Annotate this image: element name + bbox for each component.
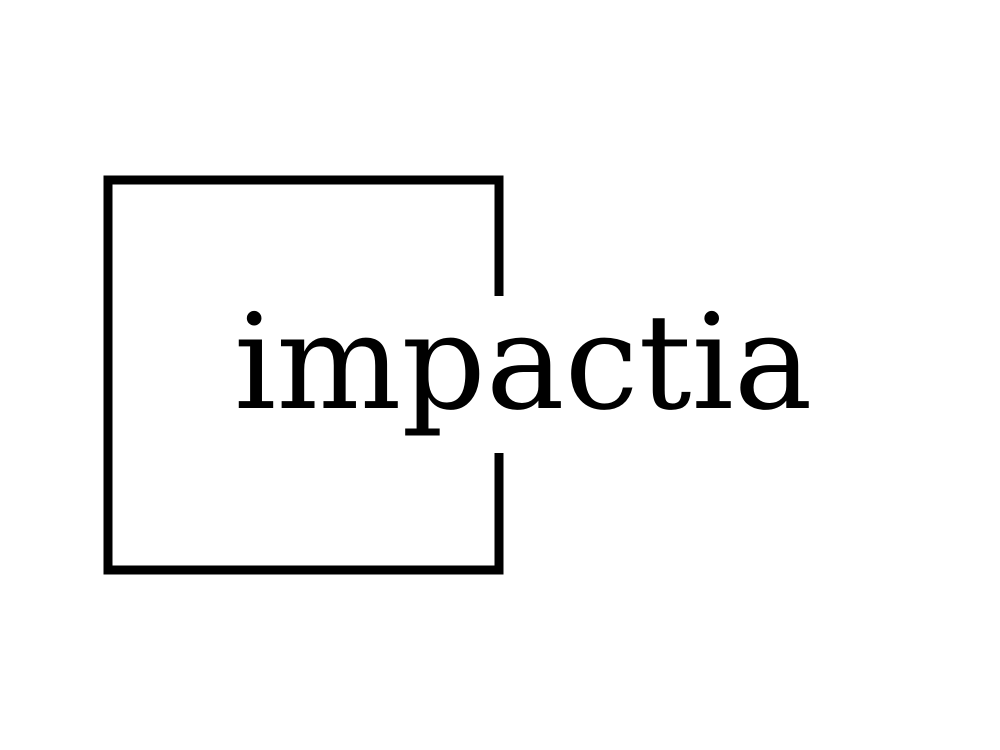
frame-outline bbox=[103, 175, 504, 575]
brand-wordmark: impactia bbox=[234, 286, 813, 440]
